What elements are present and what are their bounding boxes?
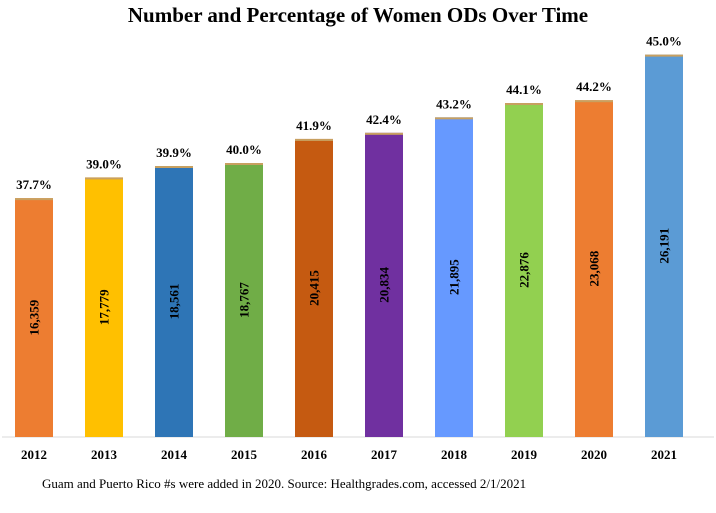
bar-cap-2016 xyxy=(295,138,333,141)
percent-label-2016: 41.9% xyxy=(296,118,332,133)
percent-label-2015: 40.0% xyxy=(226,142,262,157)
value-label-2019: 22,876 xyxy=(517,252,532,288)
bar-2019 xyxy=(505,103,543,437)
percent-label-2020: 44.2% xyxy=(576,79,612,94)
percent-label-2021: 45.0% xyxy=(646,34,682,49)
source-footnote: Guam and Puerto Rico #s were added in 20… xyxy=(42,476,526,491)
x-tick-label-2015: 2015 xyxy=(231,447,258,462)
x-tick-label-2016: 2016 xyxy=(301,447,328,462)
bar-cap-2017 xyxy=(365,132,403,135)
x-tick-label-2021: 2021 xyxy=(651,447,677,462)
x-tick-label-2017: 2017 xyxy=(371,447,398,462)
bar-cap-2013 xyxy=(85,177,123,180)
percent-label-2018: 43.2% xyxy=(436,96,472,111)
x-tick-label-2019: 2019 xyxy=(511,447,538,462)
bar-2013 xyxy=(85,177,123,437)
value-label-2018: 21,895 xyxy=(447,259,462,295)
bar-2016 xyxy=(295,138,333,438)
percent-label-2017: 42.4% xyxy=(366,112,402,127)
value-label-2012: 16,359 xyxy=(27,299,42,335)
value-label-2017: 20,834 xyxy=(377,267,392,303)
bar-cap-2020 xyxy=(575,100,613,103)
chart-title: Number and Percentage of Women ODs Over … xyxy=(128,3,588,27)
x-tick-label-2012: 2012 xyxy=(21,447,47,462)
x-tick-label-2020: 2020 xyxy=(581,447,607,462)
bars-group: 37.7% 16,359 2012 39.0% 17,779 2013 39.9% 18,56… xyxy=(15,34,683,462)
value-label-2014: 18,561 xyxy=(167,284,182,320)
x-tick-label-2014: 2014 xyxy=(161,447,188,462)
bar-2012 xyxy=(15,198,53,437)
percent-label-2014: 39.9% xyxy=(156,145,192,160)
x-tick-label-2018: 2018 xyxy=(441,447,468,462)
bar-2020 xyxy=(575,100,613,437)
bar-cap-2014 xyxy=(155,166,193,169)
bar-2018 xyxy=(435,117,473,437)
value-label-2013: 17,779 xyxy=(97,289,112,325)
bar-2014 xyxy=(155,166,193,437)
bar-cap-2012 xyxy=(15,198,53,201)
bar-cap-2021 xyxy=(645,54,683,57)
bar-2017 xyxy=(365,132,403,437)
percent-label-2012: 37.7% xyxy=(16,177,52,192)
x-tick-label-2013: 2013 xyxy=(91,447,118,462)
value-label-2020: 23,068 xyxy=(587,250,602,286)
bar-2021 xyxy=(645,54,683,438)
percent-label-2013: 39.0% xyxy=(86,156,122,171)
percent-label-2019: 44.1% xyxy=(506,82,542,97)
value-label-2021: 26,191 xyxy=(657,228,672,264)
value-label-2015: 18,767 xyxy=(237,282,252,318)
bar-cap-2015 xyxy=(225,163,263,166)
bar-2015 xyxy=(225,163,263,437)
value-label-2016: 20,415 xyxy=(307,270,322,306)
bar-cap-2018 xyxy=(435,117,473,120)
bar-cap-2019 xyxy=(505,103,543,106)
